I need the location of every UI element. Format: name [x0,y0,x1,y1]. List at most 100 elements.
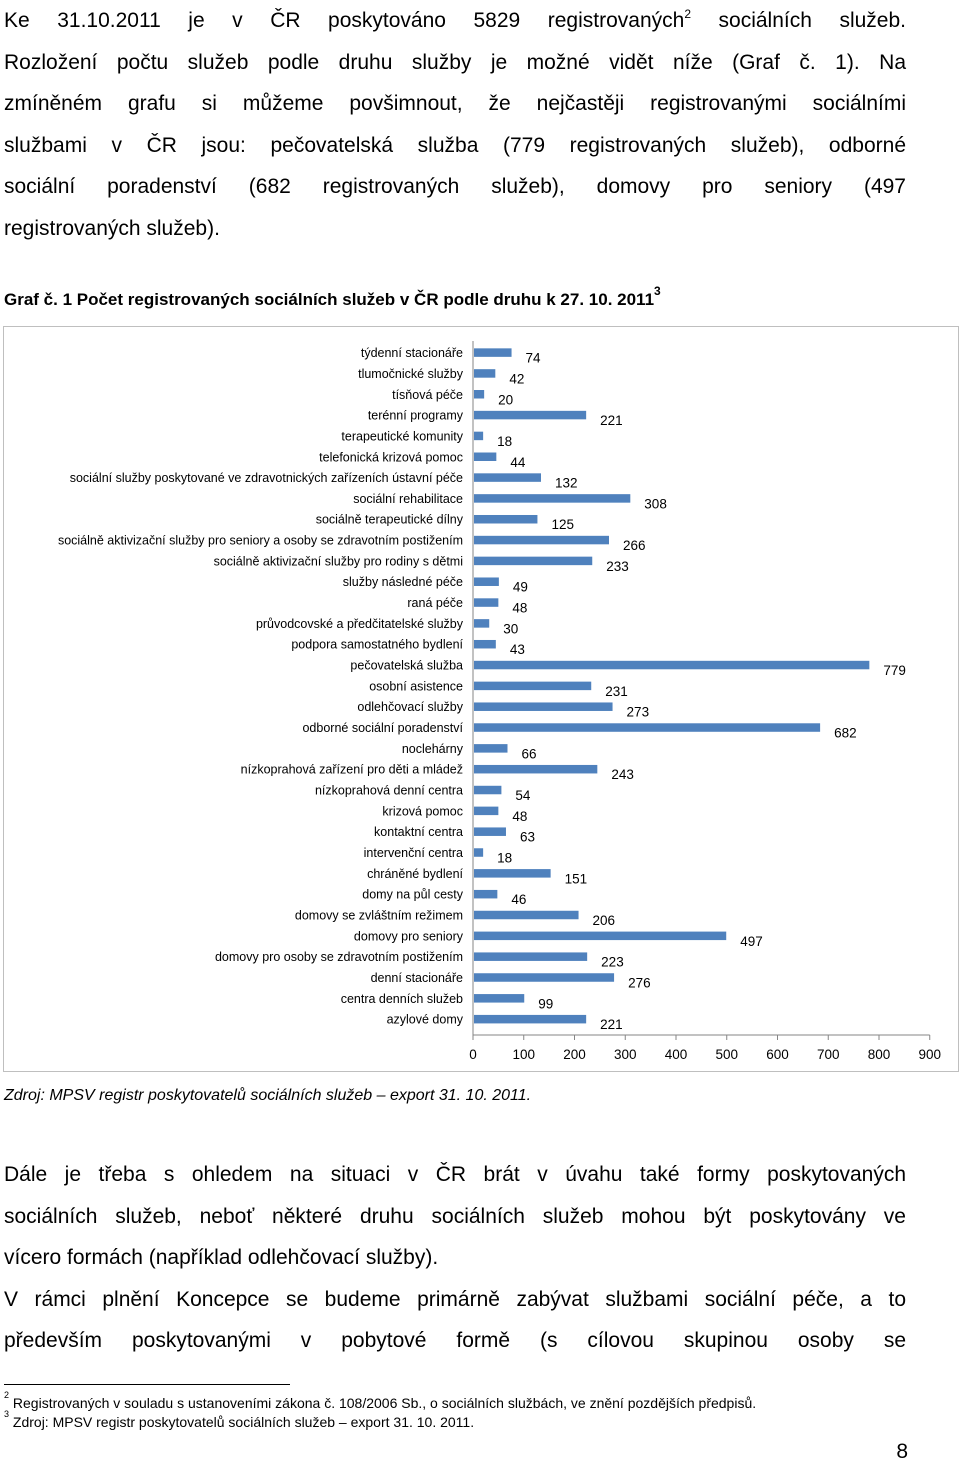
data-label: 18 [497,851,512,866]
bar [474,494,631,503]
data-label: 233 [606,559,629,574]
data-label: 221 [600,1017,623,1032]
category-label: odlehčovací služby [357,700,463,714]
category-label: krizová pomoc [382,804,463,818]
bar [474,660,870,670]
x-tick-label: 800 [868,1047,891,1062]
bar [474,369,496,378]
category-label: terapeutické komunity [341,429,463,443]
x-tick-label: 0 [469,1047,477,1062]
data-label: 497 [740,934,763,949]
category-label: telefonická krizová pomoc [319,450,463,464]
data-label: 151 [565,871,588,886]
body-line-1: Dále je třeba s ohledem na situaci v ČR … [4,1163,906,1186]
bar [474,910,579,920]
bar [474,848,484,857]
category-label: kontaktní centra [374,825,463,839]
bar [474,390,485,399]
x-tick-label: 700 [817,1047,840,1062]
category-label: centra denních služeb [341,992,463,1006]
data-label: 46 [511,892,526,907]
intro-line-1: Ke 31.10.2011 je v ČR poskytováno 5829 r… [4,7,906,32]
body-line-2: sociálních služeb, neboť některé druhu s… [4,1204,906,1228]
category-label: domovy pro seniory [354,929,464,943]
body-line-5: především poskytovanými v pobytové formě… [4,1329,906,1352]
bar [474,556,593,566]
category-label: terénní programy [368,409,464,423]
data-label: 20 [498,392,513,407]
x-tick-label: 900 [918,1047,941,1062]
category-label: chráněné bydlení [367,867,463,881]
bar [474,806,499,816]
bar [474,473,541,482]
x-tick-label: 200 [563,1047,586,1062]
category-label: průvodcovské a předčitatelské služby [256,617,464,631]
data-label: 74 [526,351,542,366]
data-label: 54 [515,788,531,803]
bar [474,994,525,1003]
category-label: tlumočnické služby [358,367,464,381]
category-label: sociální rehabilitace [353,492,463,506]
data-label: 48 [512,601,527,616]
bar [474,535,609,545]
category-label: služby následné péče [343,575,463,589]
data-label: 30 [503,621,518,636]
category-label: denní stacionáře [371,971,463,985]
category-label: azylové domy [387,1013,464,1027]
data-label: 779 [883,663,906,678]
category-label: pečovatelská služba [350,659,463,673]
bar [474,431,484,441]
footnote-ref-2: 2 [684,7,691,21]
x-tick-label: 300 [614,1047,637,1062]
category-label: sociálně terapeutické dílny [316,513,464,527]
bar [474,764,598,774]
category-label: týdenní stacionáře [361,346,463,360]
category-label: noclehárny [402,742,464,756]
footnote-separator [4,1384,290,1385]
data-label: 231 [605,684,628,699]
data-label: 43 [510,642,525,657]
bar [474,577,499,586]
category-label: nízkoprahová denní centra [315,784,463,798]
body-line-3: vícero formách (například odlehčovací sl… [4,1246,439,1269]
intro-line-5: sociální poradenství (682 registrovaných… [4,175,906,198]
data-label: 125 [551,517,574,532]
category-label: raná péče [407,596,463,610]
category-label: tísňová péče [392,388,463,402]
footnote-ref-3: 3 [654,284,661,298]
data-label: 48 [512,809,527,824]
data-label: 99 [538,996,553,1011]
bar [474,410,587,420]
bar [474,619,490,628]
figure-caption: Graf č. 1 Počet registrovaných sociálníc… [4,284,661,309]
data-label: 49 [513,580,528,595]
intro-line-2: Rozložení počtu služeb podle druhu služb… [4,50,906,74]
chart-source: Zdroj: MPSV registr poskytovatelů sociál… [4,1087,532,1104]
category-label: domy na půl cesty [362,888,463,902]
footnote-3: 3 Zdroj: MPSV registr poskytovatelů soci… [4,1409,475,1430]
bar [474,598,499,607]
bar [474,973,615,982]
bar [474,681,592,691]
bar [474,1014,587,1024]
bar [474,348,512,357]
data-label: 682 [834,726,857,741]
bar [474,744,508,753]
data-label: 18 [497,434,512,449]
x-tick-label: 600 [766,1047,789,1062]
body-line-4: V rámci plnění Koncepce se budeme primár… [4,1287,906,1311]
bar [474,514,538,524]
data-label: 132 [555,476,578,491]
bar [474,952,588,961]
body-paragraph: Dále je třeba s ohledem na situaci v ČR … [4,1154,906,1362]
category-label: sociálně aktivizační služby pro rodiny s… [214,554,463,568]
category-label: podpora samostatného bydlení [291,638,463,652]
data-label: 243 [611,767,634,782]
category-label: nízkoprahová zařízení pro děti a mládež [241,763,463,777]
category-label: domovy pro osoby se zdravotním postižení… [215,950,463,964]
category-label: osobní asistence [369,679,463,693]
intro-line-4: službami v ČR jsou: pečovatelská služba … [4,133,906,157]
data-label: 276 [628,976,651,991]
category-label: odborné sociální poradenství [302,721,463,735]
bar [474,723,821,732]
